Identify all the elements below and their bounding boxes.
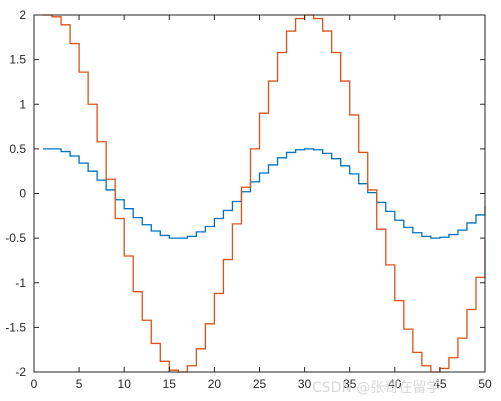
x-tick-label: 35 bbox=[343, 377, 357, 391]
axes-layer bbox=[33, 14, 486, 373]
x-tick-label: 10 bbox=[118, 377, 132, 391]
series-line-2 bbox=[43, 14, 486, 373]
series-line-1 bbox=[43, 148, 486, 239]
y-tick-label: -0.5 bbox=[5, 231, 26, 245]
watermark-text: CSDN @张哥在留学 bbox=[312, 380, 440, 396]
tick-labels-layer: 0 5 10 15 20 25 30 35 40 45 50 -2 -1.5 -1 -0.5 0 0.5 1 1.5… bbox=[5, 8, 492, 391]
x-tick-label: 0 bbox=[31, 377, 38, 391]
y-tick-label: -1.5 bbox=[5, 320, 26, 334]
x-tick-label: 45 bbox=[433, 377, 447, 391]
x-tick-label: 30 bbox=[298, 377, 312, 391]
y-tick-label: -2 bbox=[15, 365, 26, 379]
y-tick-label: 1.5 bbox=[9, 53, 26, 67]
x-tick-label: 40 bbox=[388, 377, 402, 391]
x-tick-label: 15 bbox=[163, 377, 177, 391]
y-tick-label: 1 bbox=[19, 97, 26, 111]
y-tick-label: 0 bbox=[19, 187, 26, 201]
y-tick-label: 0.5 bbox=[9, 142, 26, 156]
y-tick-label: 2 bbox=[19, 8, 26, 22]
x-tick-label: 20 bbox=[208, 377, 222, 391]
x-tick-label: 50 bbox=[478, 377, 492, 391]
x-tick-label: 25 bbox=[253, 377, 267, 391]
y-tick-label: -1 bbox=[15, 276, 26, 290]
series-layer bbox=[43, 14, 486, 373]
x-tick-label: 5 bbox=[76, 377, 83, 391]
